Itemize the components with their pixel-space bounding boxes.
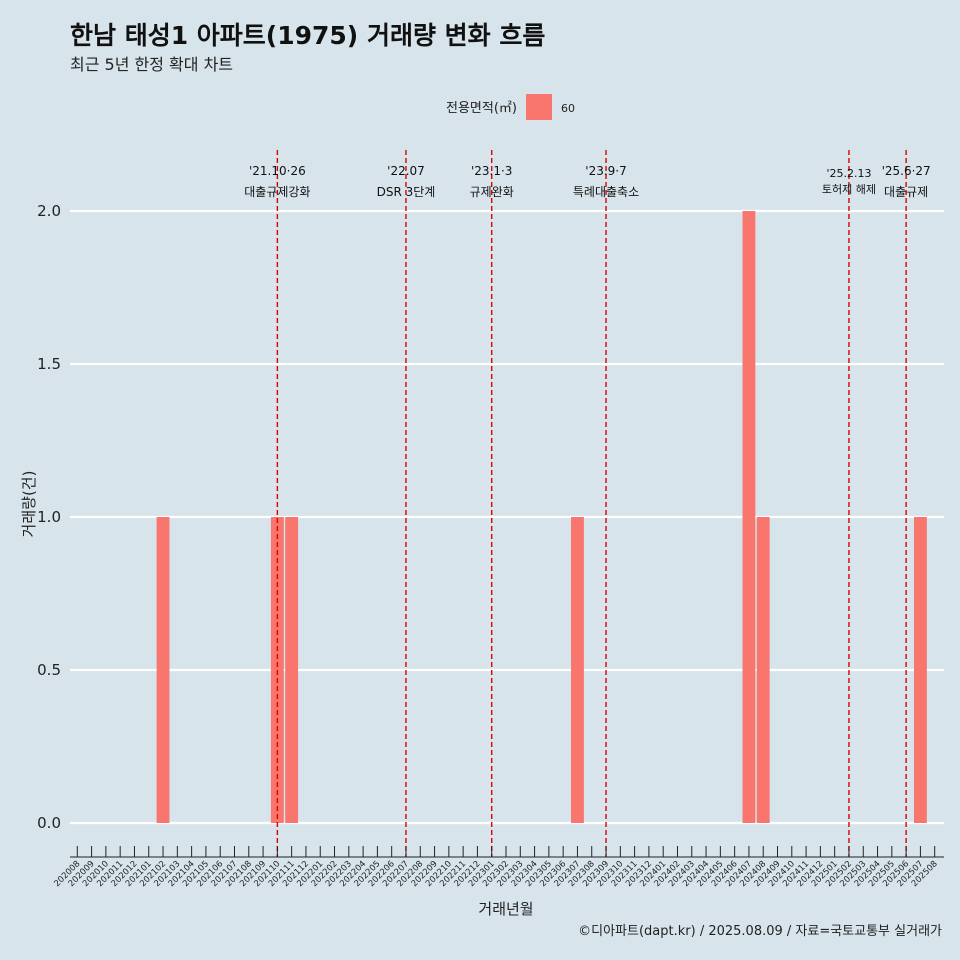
annotation-label: DSR 3단계 <box>377 185 436 199</box>
y-tick-label: 0.5 <box>37 661 61 679</box>
annotation-date: '25.6·27 <box>882 164 931 178</box>
y-tick-label: 1.5 <box>37 355 61 373</box>
y-tick-label: 2.0 <box>37 202 61 220</box>
legend-label: 60 <box>561 102 575 115</box>
annotation-date: '23.1·3 <box>471 164 512 178</box>
bar <box>742 211 756 823</box>
grid <box>70 209 944 825</box>
legend: 전용면적(㎡) 60 <box>446 94 575 120</box>
y-tick-label: 1.0 <box>37 508 61 526</box>
annotation-label: 대출규제강화 <box>244 185 310 199</box>
chart-subtitle: 최근 5년 한정 확대 차트 <box>70 55 233 74</box>
annotation-label: 규제완화 <box>470 185 514 199</box>
x-axis-title: 거래년월 <box>478 900 533 918</box>
annotation-date: '25.2.13 <box>826 167 871 180</box>
bar <box>571 517 584 823</box>
y-axis: 0.0 0.5 1.0 1.5 2.0 <box>37 202 61 832</box>
caption: ©디아파트(dapt.kr) / 2025.08.09 / 자료=국토교통부 실… <box>578 924 942 939</box>
annotation-label: 특례대출축소 <box>573 185 639 199</box>
bars <box>156 211 927 823</box>
annotation-label: 토허제 해제 <box>822 182 876 196</box>
y-tick-label: 0.0 <box>37 814 61 832</box>
annotation-date: '22.07 <box>387 164 425 178</box>
legend-swatch <box>526 94 552 120</box>
legend-title: 전용면적(㎡) <box>446 101 517 116</box>
bar <box>756 517 770 823</box>
bar <box>156 517 170 823</box>
annotation-date: '23.9·7 <box>585 164 626 178</box>
annotation-date: '21.10·26 <box>249 164 306 178</box>
annotation-label: 대출규제 <box>884 185 928 199</box>
y-axis-title: 거래량(건) <box>20 471 38 538</box>
chart-title: 한남 태성1 아파트(1975) 거래량 변화 흐름 <box>70 21 545 50</box>
x-axis: 2020082020092020102020112020122021012021… <box>52 846 944 889</box>
annotations: '21.10·26 대출규제강화 '22.07 DSR 3단계 '23.1·3 규제완화 '… <box>244 150 931 857</box>
bar <box>285 517 299 823</box>
bar <box>913 517 927 823</box>
